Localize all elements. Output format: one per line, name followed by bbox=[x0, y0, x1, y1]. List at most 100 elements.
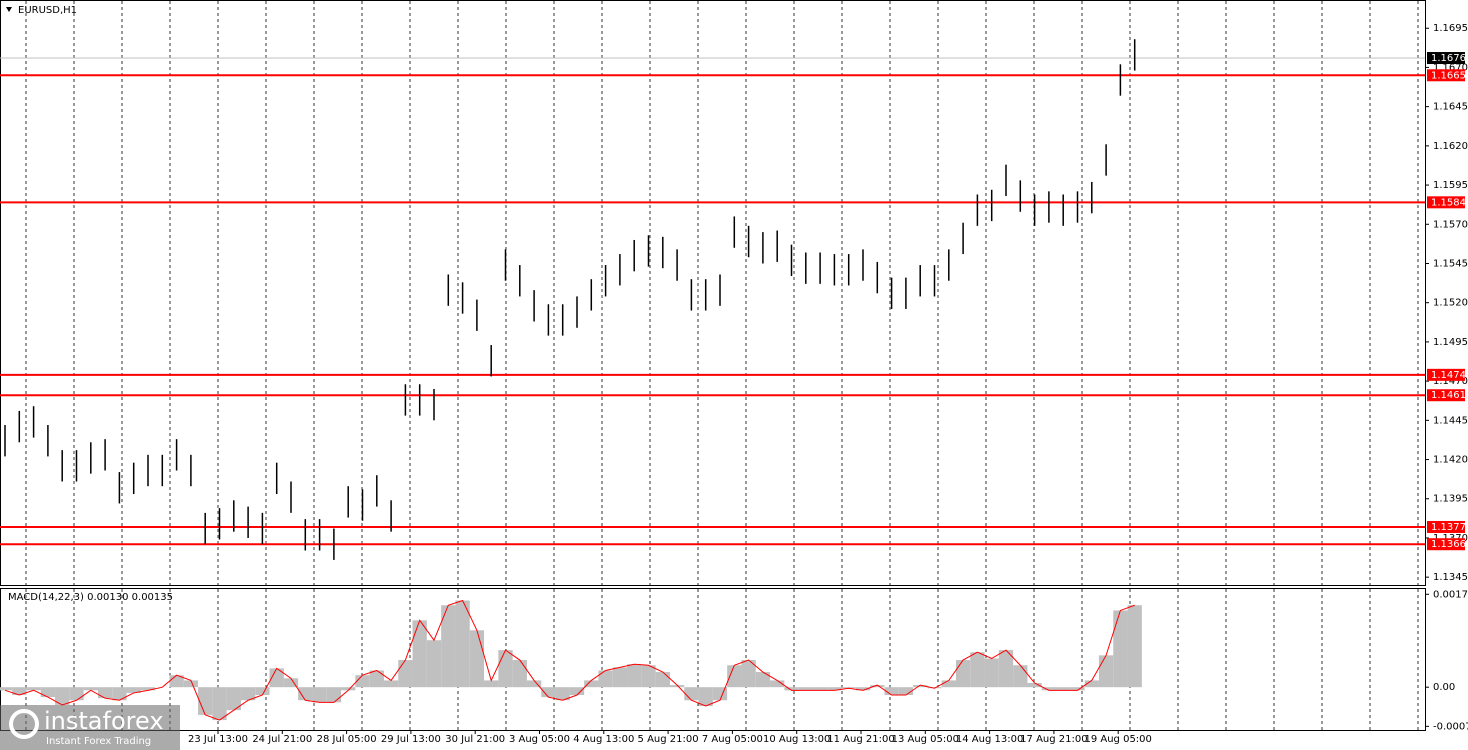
macd-bar bbox=[0, 687, 13, 691]
macd-bar bbox=[326, 687, 342, 703]
x-tick-label: 17 Aug 21:00 bbox=[1020, 734, 1087, 745]
x-tick-label: 13 Aug 05:00 bbox=[892, 734, 959, 745]
y-tick-label: 0.00 bbox=[1433, 682, 1455, 693]
macd-bar bbox=[984, 658, 999, 688]
macd-bar bbox=[941, 680, 956, 688]
level-label: 1.1461 bbox=[1431, 390, 1466, 401]
y-tick-label: 1.1620 bbox=[1433, 141, 1468, 152]
macd-bar bbox=[383, 680, 399, 688]
level-label: 1.1584 bbox=[1431, 197, 1466, 208]
macd-bar bbox=[1084, 680, 1099, 688]
macd-bar bbox=[598, 670, 613, 688]
macd-bar bbox=[1041, 687, 1057, 691]
macd-line bbox=[4, 599, 1135, 721]
macd-bar bbox=[341, 687, 356, 691]
macd-bar bbox=[1098, 655, 1114, 688]
macd-bar bbox=[541, 687, 556, 698]
macd-bar bbox=[913, 685, 928, 688]
macd-bar bbox=[870, 685, 885, 688]
macd-bar bbox=[698, 687, 713, 706]
level-label-box bbox=[1427, 538, 1465, 551]
y-tick-label: 1.1395 bbox=[1433, 494, 1468, 505]
macd-bar bbox=[412, 620, 427, 688]
indicator-title: MACD(14,22,3) 0.00130 0.00135 bbox=[8, 592, 173, 603]
macd-bar bbox=[398, 660, 413, 688]
last-price-box bbox=[1427, 52, 1465, 65]
macd-bar bbox=[770, 680, 785, 688]
macd-bar bbox=[40, 687, 56, 698]
macd-bar bbox=[83, 687, 98, 691]
y-tick-label: 1.1595 bbox=[1433, 180, 1468, 191]
y-tick-label: -0.00075 bbox=[1433, 721, 1468, 732]
macd-bar bbox=[1070, 687, 1085, 691]
y-tick-label: 0.00178 bbox=[1433, 589, 1468, 600]
y-tick-label: 1.1545 bbox=[1433, 258, 1468, 269]
macd-bar bbox=[198, 687, 213, 715]
chart-title: EURUSD,H1 bbox=[18, 5, 77, 16]
y-tick-label: 1.1570 bbox=[1433, 219, 1468, 230]
level-label-box bbox=[1427, 389, 1465, 402]
macd-bar bbox=[827, 687, 842, 691]
x-tick-label: 23 Jul 13:00 bbox=[188, 734, 248, 745]
x-tick-label: 7 Aug 05:00 bbox=[702, 734, 763, 745]
macd-bar bbox=[298, 687, 313, 701]
macd-bar bbox=[970, 652, 985, 688]
macd-bar bbox=[26, 687, 41, 691]
macd-bar bbox=[655, 672, 670, 688]
vertical-grid bbox=[25, 1, 1419, 730]
macd-bar bbox=[55, 687, 70, 705]
y-tick-label: 1.1645 bbox=[1433, 102, 1468, 113]
x-tick-label: 24 Jul 21:00 bbox=[252, 734, 312, 745]
macd-bar bbox=[555, 687, 570, 701]
x-tick-label: 5 Aug 21:00 bbox=[638, 734, 699, 745]
macd-bar bbox=[226, 687, 241, 711]
macd-bar bbox=[183, 680, 199, 688]
y-tick-label: 1.1445 bbox=[1433, 415, 1468, 426]
macd-bar bbox=[998, 650, 1014, 688]
macd-bar bbox=[355, 675, 370, 688]
macd-bar bbox=[1027, 683, 1042, 688]
y-tick-label: 1.1470 bbox=[1433, 376, 1468, 387]
last-price-label: 1.1676 bbox=[1431, 53, 1466, 64]
x-tick-label: 11 Aug 21:00 bbox=[827, 734, 894, 745]
macd-bar bbox=[283, 678, 299, 688]
x-tick-label: 30 Jul 21:00 bbox=[445, 734, 505, 745]
macd-bar bbox=[240, 687, 256, 701]
macd-bar bbox=[469, 630, 485, 688]
macd-bar bbox=[684, 687, 699, 701]
macd-bar bbox=[641, 665, 656, 688]
macd-bar bbox=[1056, 687, 1071, 691]
x-tick-label: 3 Aug 05:00 bbox=[509, 734, 570, 745]
level-label-box bbox=[1427, 69, 1465, 82]
macd-bar bbox=[69, 687, 84, 701]
macd-bar bbox=[741, 660, 756, 688]
macd-bar bbox=[955, 660, 971, 688]
level-label-box bbox=[1427, 196, 1465, 209]
macd-bar bbox=[755, 672, 771, 688]
macd-bar bbox=[784, 687, 799, 691]
macd-bar bbox=[97, 687, 113, 699]
main-pane bbox=[0, 0, 1426, 586]
macd-bar bbox=[484, 680, 499, 688]
watermark-tagline: Instant Forex Trading bbox=[46, 736, 151, 747]
watermark-brand: instaforex bbox=[44, 707, 164, 735]
level-label: 1.1377 bbox=[1431, 522, 1466, 533]
y-tick-label: 1.1520 bbox=[1433, 298, 1468, 309]
title-arrow bbox=[6, 7, 12, 12]
plot: 23 Jul 13:00 24 Jul 21:00 28 Jul 05:00 29 J… bbox=[0, 23, 1468, 745]
macd-bar bbox=[727, 665, 742, 688]
macd-bar bbox=[498, 650, 513, 688]
level-label: 1.1665 bbox=[1431, 70, 1466, 81]
y-tick-label: 1.1695 bbox=[1433, 23, 1468, 34]
macd-bar bbox=[669, 685, 685, 688]
x-tick-label: 29 Jul 13:00 bbox=[381, 734, 441, 745]
macd-bar bbox=[798, 687, 813, 691]
macd-bar bbox=[140, 687, 156, 691]
y-tick-label: 1.1420 bbox=[1433, 455, 1468, 466]
macd-bar bbox=[812, 687, 828, 691]
macd-bar bbox=[369, 670, 384, 688]
level-label: 1.1474 bbox=[1431, 370, 1466, 381]
y-tick-label: 1.1495 bbox=[1433, 337, 1468, 348]
macd-bar bbox=[584, 680, 599, 688]
